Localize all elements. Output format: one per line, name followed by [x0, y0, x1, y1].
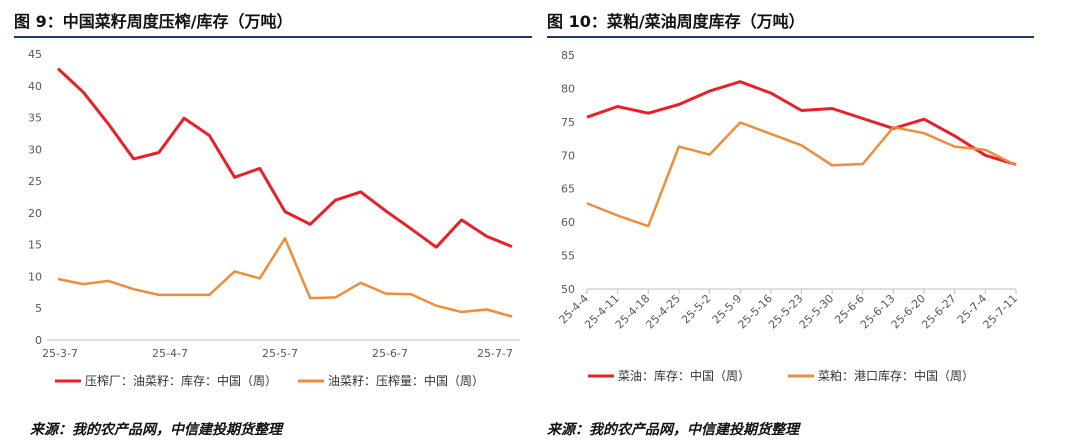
left-y-tick-label: 5 — [35, 302, 42, 315]
left-title-rule — [14, 36, 532, 38]
left-y-tick-label: 35 — [28, 112, 42, 125]
left-x-tick-label: 25-4-7 — [152, 347, 188, 360]
left-y-tick-label: 30 — [28, 143, 42, 156]
left-series-line-inventory — [56, 67, 513, 249]
left-legend-label: 油菜籽：压榨量：中国（周） — [328, 373, 484, 388]
left-y-tick-label: 40 — [28, 80, 42, 93]
right-title-rule — [547, 36, 1034, 38]
left-source-note: 来源：我的农产品网，中信建投期货整理 — [30, 422, 282, 438]
left-series-line-crush — [57, 237, 513, 318]
right-y-tick-label: 55 — [561, 250, 575, 263]
right-series-line-meal — [586, 121, 1017, 228]
right-x-tick-label: 25-6-27 — [919, 292, 959, 332]
right-y-tick-label: 50 — [561, 283, 575, 296]
right-chart-title: 图 10：菜粕/菜油周度库存（万吨） — [547, 12, 805, 31]
left-y-tick-label: 20 — [28, 207, 42, 220]
left-y-tick-label: 0 — [35, 334, 42, 347]
right-x-tick-label: 25-4-25 — [643, 292, 683, 332]
right-legend-label: 菜粕：港口库存：中国（周） — [818, 368, 974, 383]
right-y-tick-label: 80 — [561, 82, 575, 95]
left-y-tick-label: 10 — [28, 270, 42, 283]
left-chart-title: 图 9：中国菜籽周度压榨/库存（万吨） — [14, 12, 293, 31]
right-y-tick-label: 75 — [561, 116, 575, 129]
left-y-tick-label: 45 — [28, 48, 42, 61]
right-x-tick-label: 25-5-30 — [797, 292, 837, 332]
left-x-tick-label: 25-5-7 — [262, 347, 298, 360]
right-source-note: 来源：我的农产品网，中信建投期货整理 — [547, 422, 799, 438]
left-y-tick-label: 15 — [28, 239, 42, 252]
right-y-tick-label: 60 — [561, 216, 575, 229]
right-series-line-oil — [586, 80, 1017, 167]
left-x-tick-label: 25-6-7 — [372, 347, 408, 360]
right-y-tick-label: 85 — [561, 49, 575, 62]
left-y-tick-label: 25 — [28, 175, 42, 188]
right-legend-label: 菜油：库存：中国（周） — [618, 368, 750, 383]
right-x-tick-label: 25-7-11 — [981, 292, 1021, 332]
left-legend-label: 压榨厂：油菜籽：库存：中国（周） — [85, 373, 277, 388]
left-x-tick-label: 25-7-7 — [477, 347, 513, 360]
right-y-tick-label: 65 — [561, 183, 575, 196]
left-x-tick-label: 25-3-7 — [42, 347, 78, 360]
right-y-tick-label: 70 — [561, 149, 575, 162]
right-x-tick-label: 25-5-2 — [679, 292, 714, 327]
